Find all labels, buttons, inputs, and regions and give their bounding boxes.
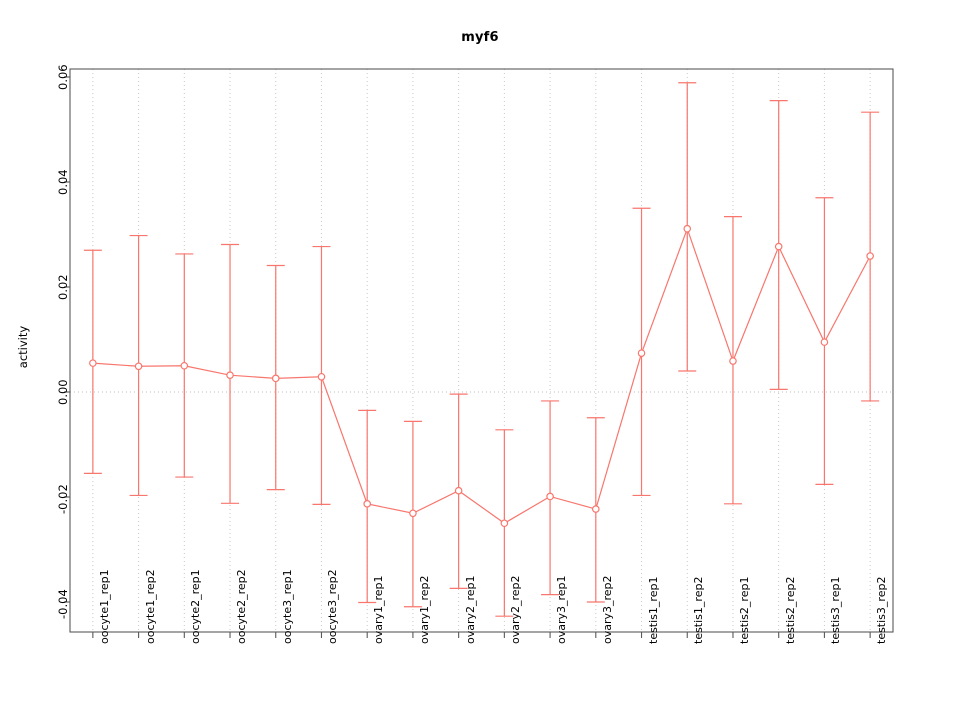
data-point-marker	[592, 505, 600, 513]
y-axis-tick-label: 0.06	[56, 64, 70, 91]
x-axis-tick-label: oocyte1_rep1	[97, 569, 111, 644]
x-axis-tick-label: ovary2_rep1	[463, 575, 477, 644]
data-point-marker	[729, 357, 737, 365]
plot-frame	[69, 68, 894, 633]
data-point-marker	[317, 372, 326, 381]
x-axis-tick-label: testis2_rep1	[737, 576, 751, 644]
x-axis-tick-label: testis2_rep2	[783, 576, 797, 644]
x-axis-tick-label: oocyte2_rep2	[235, 569, 249, 644]
x-axis-tick-label: ovary1_rep1	[372, 575, 386, 644]
x-axis-tick-label: oocyte1_rep2	[143, 569, 157, 644]
x-axis-tick-label: oocyte2_rep1	[189, 569, 203, 644]
x-axis-tick-label: ovary3_rep1	[555, 575, 569, 644]
x-axis-tick-label: oocyte3_rep2	[326, 569, 340, 644]
x-axis-tick-label: testis3_rep1	[829, 576, 843, 644]
y-axis-tick-label: -0.02	[56, 483, 70, 514]
data-point-marker	[454, 486, 463, 495]
x-axis-tick-label: testis3_rep2	[875, 576, 889, 644]
data-point-marker	[683, 224, 692, 233]
data-point-marker	[774, 242, 783, 251]
data-point-marker	[180, 361, 189, 370]
data-point-marker	[134, 362, 143, 371]
y-axis-tick-label: 0.02	[56, 274, 70, 301]
data-point-marker	[363, 500, 371, 508]
x-axis-tick-label: ovary2_rep2	[509, 575, 523, 644]
data-point-marker	[546, 492, 554, 501]
series-line	[92, 226, 871, 524]
x-axis-tick-label: ovary1_rep2	[417, 575, 431, 644]
data-point-marker	[866, 252, 874, 260]
data-point-marker	[271, 374, 280, 383]
data-point-marker	[637, 349, 646, 357]
data-point-marker	[820, 338, 829, 346]
y-axis-tick-label: 0.04	[56, 169, 70, 196]
y-axis-tick-label: -0.04	[56, 588, 70, 619]
x-axis-tick-label: ovary3_rep2	[600, 575, 614, 644]
data-point-marker	[409, 509, 417, 518]
data-point-marker	[226, 371, 234, 380]
data-point-marker	[89, 359, 97, 367]
y-axis-tick-label: 0.00	[56, 379, 70, 406]
x-axis-tick-label: testis1_rep1	[646, 576, 660, 644]
x-axis-tick-label: oocyte3_rep1	[280, 569, 294, 644]
data-point-marker	[500, 519, 509, 528]
x-axis-tick-label: testis1_rep2	[692, 576, 706, 644]
page-title: myf6	[461, 30, 499, 45]
